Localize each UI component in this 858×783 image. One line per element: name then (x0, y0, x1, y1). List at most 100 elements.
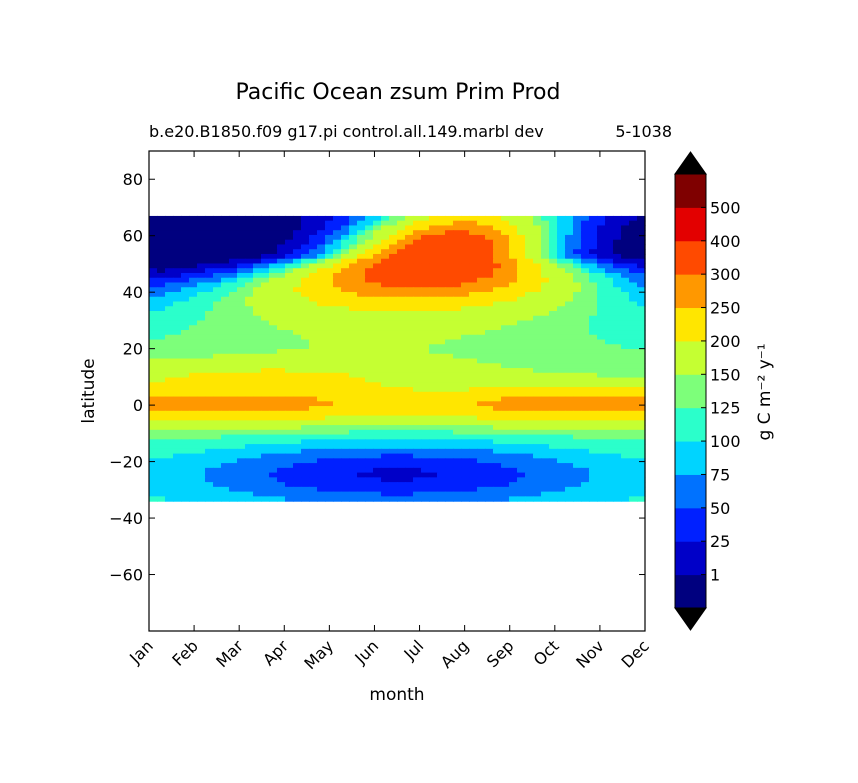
field-cell (373, 225, 382, 231)
field-cell (405, 249, 414, 255)
field-cell (613, 263, 622, 269)
field-cell (485, 387, 494, 393)
field-cell (197, 482, 206, 488)
field-cell (213, 429, 222, 436)
x-tick-label: Jan (125, 636, 157, 668)
field-cell (333, 268, 342, 274)
field-cell (229, 253, 238, 260)
field-cell (517, 458, 526, 464)
field-cell (245, 220, 254, 227)
field-cell (221, 353, 230, 360)
field-cell (181, 311, 190, 317)
field-cell (461, 325, 470, 331)
field-cell (389, 253, 398, 260)
field-cell (389, 358, 398, 364)
field-cell (621, 215, 630, 222)
field-cell (597, 382, 606, 388)
field-cell (461, 263, 470, 269)
field-cell (149, 234, 158, 241)
field-cell (421, 353, 430, 360)
field-cell (485, 353, 494, 360)
field-cell (389, 230, 398, 236)
field-cell (357, 215, 366, 222)
field-cell (389, 263, 398, 269)
field-cell (309, 387, 318, 393)
field-cell (229, 415, 238, 421)
field-cell (557, 344, 566, 350)
field-cell (365, 406, 374, 412)
field-cell (549, 215, 558, 222)
field-cell (501, 377, 510, 383)
field-cell (325, 272, 334, 279)
field-cell (309, 463, 318, 469)
field-cell (389, 344, 398, 350)
field-cell (501, 429, 510, 436)
field-cell (525, 268, 534, 274)
field-cell (205, 472, 214, 478)
field-cell (405, 330, 414, 336)
field-cell (557, 410, 566, 417)
field-cell (485, 406, 494, 412)
field-cell (581, 272, 590, 279)
field-cell (157, 425, 166, 431)
field-cell (413, 249, 422, 255)
field-cell (261, 425, 270, 431)
field-cell (261, 253, 270, 260)
field-cell (157, 358, 166, 364)
field-cell (261, 458, 270, 464)
field-cell (557, 358, 566, 364)
field-cell (301, 472, 310, 478)
field-cell (365, 311, 374, 317)
field-cell (453, 368, 462, 374)
field-cell (605, 406, 614, 412)
field-cell (501, 230, 510, 236)
field-cell (445, 349, 454, 355)
field-cell (405, 391, 414, 398)
field-cell (557, 448, 566, 455)
field-cell (293, 263, 302, 269)
field-cell (637, 263, 646, 269)
field-cell (445, 272, 454, 279)
field-cell (189, 339, 198, 345)
field-cell (461, 368, 470, 374)
field-cell (605, 377, 614, 383)
field-cell (413, 230, 422, 236)
field-cell (261, 320, 270, 326)
colorbar-swatch (675, 407, 706, 442)
field-cell (397, 377, 406, 383)
field-cell (237, 453, 246, 459)
field-cell (293, 215, 302, 222)
field-cell (541, 444, 550, 450)
field-cell (317, 444, 326, 450)
field-cell (221, 482, 230, 488)
field-cell (469, 301, 478, 307)
field-cell (429, 420, 438, 426)
field-cell (421, 320, 430, 326)
field-cell (357, 420, 366, 426)
field-cell (181, 425, 190, 431)
field-cell (341, 458, 350, 464)
field-cell (301, 486, 310, 493)
field-cell (349, 358, 358, 364)
field-cell (341, 349, 350, 355)
field-cell (637, 253, 646, 260)
field-cell (605, 358, 614, 364)
field-cell (477, 349, 486, 355)
field-cell (181, 282, 190, 288)
field-cell (301, 263, 310, 269)
field-cell (293, 453, 302, 459)
field-cell (221, 410, 230, 417)
field-cell (181, 453, 190, 459)
field-cell (157, 363, 166, 369)
field-cell (637, 230, 646, 236)
field-cell (509, 482, 518, 488)
field-cell (485, 239, 494, 246)
colorbar-swatch (675, 174, 706, 208)
field-cell (317, 439, 326, 445)
x-tick-label: Jun (350, 636, 382, 668)
field-cell (637, 296, 646, 303)
field-cell (389, 287, 398, 293)
field-cell (213, 306, 222, 312)
field-cell (589, 339, 598, 345)
field-cell (493, 477, 502, 483)
